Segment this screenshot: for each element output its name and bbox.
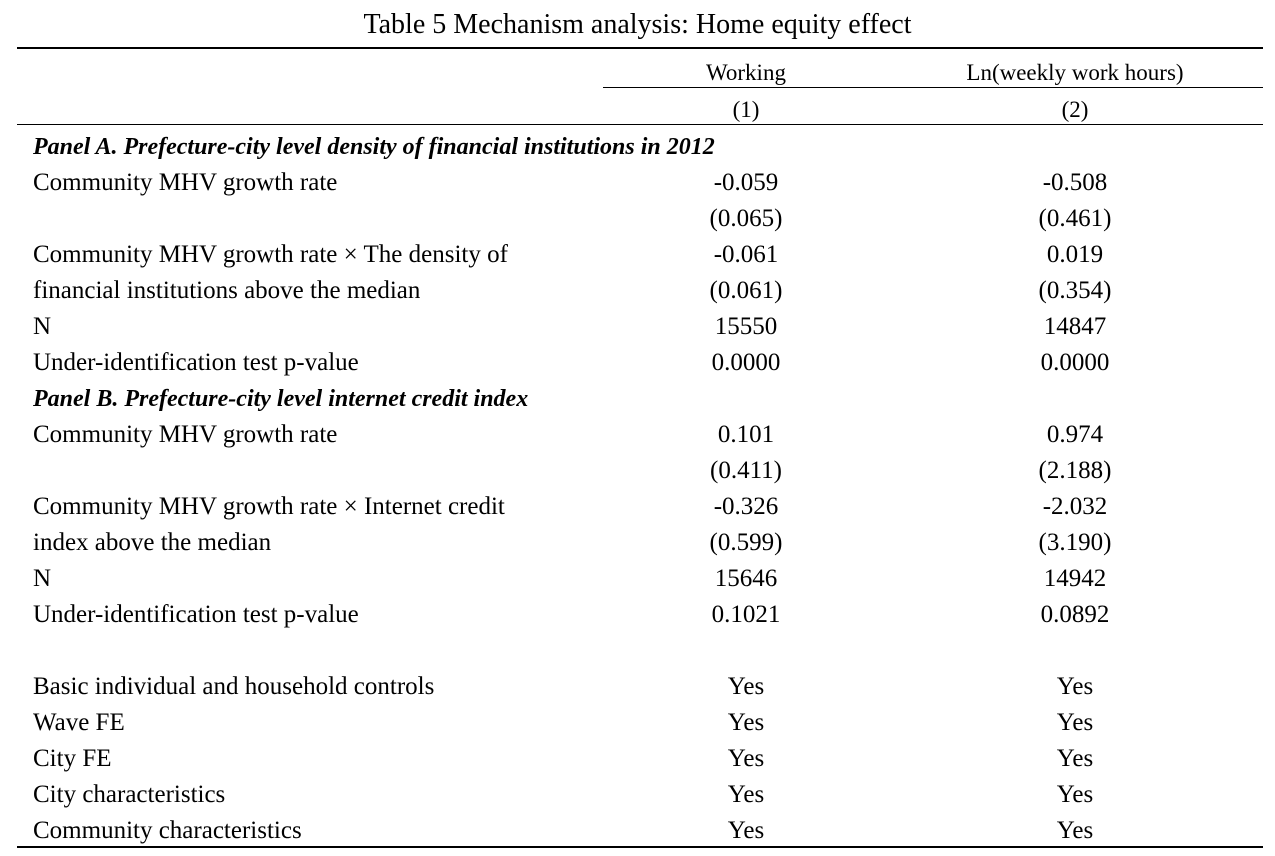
control-label: City characteristics <box>33 781 226 808</box>
row-label: index above the median <box>33 529 272 556</box>
row-value-col1: (0.065) <box>709 205 783 232</box>
row-value-col1: -0.061 <box>713 241 779 268</box>
table-title: Table 5 Mechanism analysis: Home equity … <box>363 9 912 40</box>
row-value-col2: 0.019 <box>1046 241 1104 268</box>
row-value-col1: 0.1021 <box>711 601 781 628</box>
column-number-1: (1) <box>732 97 760 122</box>
control-label: City FE <box>33 745 112 772</box>
row-value-col1: 15550 <box>714 313 778 340</box>
control-label: Wave FE <box>33 709 125 736</box>
row-label: Community MHV growth rate × The density … <box>33 241 508 268</box>
bottom-rule <box>17 846 1263 848</box>
row-value-col2: (0.354) <box>1038 277 1112 304</box>
row-value-col1: (0.599) <box>709 529 783 556</box>
control-value-col1: Yes <box>727 817 765 844</box>
row-value-col2: (0.461) <box>1038 205 1112 232</box>
control-value-col1: Yes <box>727 673 765 700</box>
row-value-col1: 0.101 <box>717 421 775 448</box>
control-value-col2: Yes <box>1056 781 1094 808</box>
row-value-col1: 0.0000 <box>711 349 781 376</box>
row-value-col2: 0.974 <box>1046 421 1104 448</box>
header-mid-rule <box>603 87 1263 88</box>
row-value-col1: (0.061) <box>709 277 783 304</box>
row-value-col2: -0.508 <box>1042 169 1108 196</box>
header-bottom-rule <box>17 124 1263 125</box>
row-value-col2: 14847 <box>1043 313 1107 340</box>
column-header-working: Working <box>706 60 786 85</box>
row-label: financial institutions above the median <box>33 277 421 304</box>
control-value-col2: Yes <box>1056 817 1094 844</box>
control-value-col2: Yes <box>1056 709 1094 736</box>
control-value-col2: Yes <box>1056 673 1094 700</box>
row-value-col2: -2.032 <box>1042 493 1108 520</box>
control-label: Basic individual and household controls <box>33 673 435 700</box>
column-number-2: (2) <box>1061 97 1089 122</box>
row-label: Community MHV growth rate <box>33 421 338 448</box>
row-value-col1: (0.411) <box>710 457 782 484</box>
column-header-work-hours: Ln(weekly work hours) <box>966 60 1184 85</box>
row-value-col2: (3.190) <box>1038 529 1112 556</box>
row-label: Community MHV growth rate <box>33 169 338 196</box>
row-label: Under-identification test p-value <box>33 349 359 376</box>
row-value-col1: -0.326 <box>713 493 779 520</box>
row-value-col1: 15646 <box>714 565 778 592</box>
row-value-col2: 14942 <box>1043 565 1107 592</box>
row-label: N <box>33 565 52 592</box>
row-value-col2: 0.0000 <box>1040 349 1110 376</box>
control-label: Community characteristics <box>33 817 302 844</box>
row-label: Community MHV growth rate × Internet cre… <box>33 493 505 520</box>
panel-b-title: Panel B. Prefecture-city level internet … <box>33 386 529 412</box>
row-label: Under-identification test p-value <box>33 601 359 628</box>
row-value-col2: (2.188) <box>1038 457 1112 484</box>
control-value-col2: Yes <box>1056 745 1094 772</box>
control-value-col1: Yes <box>727 709 765 736</box>
control-value-col1: Yes <box>727 745 765 772</box>
row-value-col1: -0.059 <box>713 169 779 196</box>
top-rule <box>17 47 1263 49</box>
control-value-col1: Yes <box>727 781 765 808</box>
row-value-col2: 0.0892 <box>1040 601 1110 628</box>
panel-a-title: Panel A. Prefecture-city level density o… <box>33 134 715 160</box>
row-label: N <box>33 313 52 340</box>
